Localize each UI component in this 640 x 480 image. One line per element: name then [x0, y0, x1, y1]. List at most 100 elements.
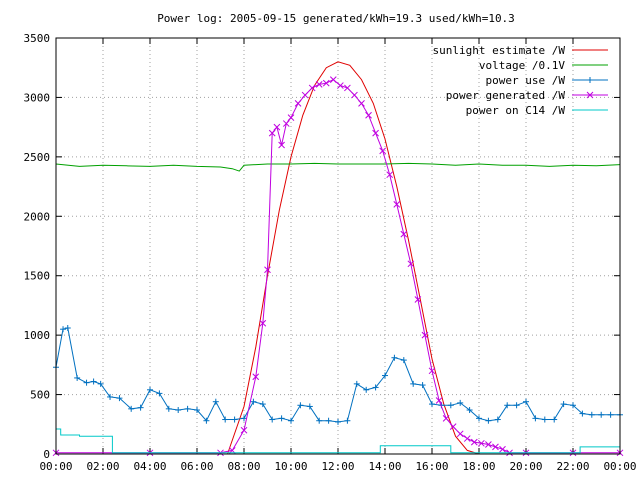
series-line	[55, 327, 620, 423]
y-tick-label: 1000	[24, 329, 51, 342]
data-point	[466, 407, 473, 414]
data-point	[447, 402, 454, 409]
data-point	[156, 390, 163, 397]
data-point	[382, 372, 388, 379]
data-point	[287, 114, 295, 121]
data-point	[212, 398, 219, 405]
chart-title: Power log: 2005-09-15 generated/kWh=19.3…	[157, 12, 515, 25]
data-point	[541, 416, 548, 423]
data-point	[449, 423, 457, 431]
data-point	[560, 401, 567, 408]
data-point	[344, 417, 351, 424]
y-tick-label: 2500	[24, 151, 51, 164]
x-axis: 00:00 02:00 04:00 06:00 08:00 10:00 12:00 14:00…	[39, 38, 637, 473]
data-point	[241, 415, 247, 422]
data-point	[372, 384, 379, 391]
x-tick-label: 14:00	[368, 460, 401, 473]
legend: sunlight estimate /W voltage /0.1V power u…	[433, 44, 608, 117]
data-point	[570, 402, 576, 409]
y-tick-label: 500	[30, 389, 50, 402]
data-point	[421, 331, 429, 339]
x-tick-label: 00:00	[603, 460, 636, 473]
data-point	[74, 374, 81, 381]
data-point	[175, 407, 182, 414]
data-point	[116, 395, 123, 402]
data-point	[358, 100, 365, 107]
x-tick-label: 10:00	[274, 460, 307, 473]
data-point	[551, 416, 558, 423]
data-point	[391, 354, 398, 361]
data-point	[407, 260, 415, 268]
data-point	[419, 382, 426, 389]
data-point	[463, 435, 471, 442]
y-tick-label: 3500	[24, 32, 51, 45]
data-point	[282, 120, 290, 127]
data-point	[513, 402, 520, 409]
x-tick-label: 08:00	[227, 460, 260, 473]
data-point	[393, 201, 401, 208]
data-point	[297, 402, 304, 409]
data-point	[137, 404, 144, 411]
y-tick-label: 3000	[24, 91, 51, 104]
x-tick-label: 18:00	[462, 460, 495, 473]
data-point	[147, 386, 153, 393]
data-point	[476, 415, 482, 422]
data-point	[485, 417, 492, 424]
x-tick-label: 16:00	[415, 460, 448, 473]
series-layer	[52, 61, 624, 457]
data-point	[353, 380, 360, 387]
data-point	[532, 415, 539, 422]
legend-label: power generated /W	[446, 89, 566, 102]
data-point	[435, 397, 443, 404]
y-axis: 0 500 1000 1500 2000 2500 3000 3500	[24, 32, 620, 461]
series-3	[52, 76, 624, 457]
y-tick-label: 0	[43, 448, 50, 461]
data-point	[194, 407, 200, 414]
legend-label: sunlight estimate /W	[433, 44, 566, 57]
data-point	[252, 373, 260, 381]
y-tick-label: 2000	[24, 210, 51, 223]
legend-label: power on C14 /W	[466, 104, 566, 117]
data-point	[492, 443, 499, 451]
data-point	[579, 410, 586, 417]
data-point	[351, 91, 358, 99]
data-point	[306, 403, 313, 410]
data-point	[499, 445, 506, 453]
x-tick-label: 06:00	[180, 460, 213, 473]
data-point	[442, 414, 450, 422]
data-point	[278, 141, 285, 149]
series-line	[55, 162, 621, 172]
data-point	[97, 380, 104, 387]
series-0	[227, 61, 480, 455]
data-point	[301, 91, 309, 99]
y-tick-label: 1500	[24, 270, 51, 283]
x-tick-label: 00:00	[39, 460, 72, 473]
data-point	[607, 411, 614, 418]
data-point	[523, 398, 529, 405]
legend-label: power use /W	[486, 74, 566, 87]
data-point	[83, 379, 90, 386]
data-point	[336, 82, 344, 89]
data-point	[273, 123, 281, 131]
legend-marker	[586, 91, 594, 99]
data-point	[268, 129, 276, 137]
data-point	[231, 416, 238, 423]
data-point	[264, 266, 271, 274]
data-point	[329, 76, 337, 83]
plot-frame	[55, 37, 621, 455]
data-point	[588, 411, 595, 418]
data-point	[60, 326, 67, 333]
data-point	[325, 417, 332, 424]
data-point	[316, 417, 323, 424]
data-point	[363, 386, 370, 393]
data-point	[410, 380, 417, 387]
data-point	[457, 399, 464, 406]
x-tick-label: 02:00	[86, 460, 119, 473]
x-tick-label: 20:00	[509, 460, 542, 473]
data-point	[477, 439, 485, 447]
data-point	[344, 84, 351, 92]
data-point	[203, 417, 210, 424]
data-point	[335, 418, 341, 425]
series-1	[55, 162, 621, 172]
